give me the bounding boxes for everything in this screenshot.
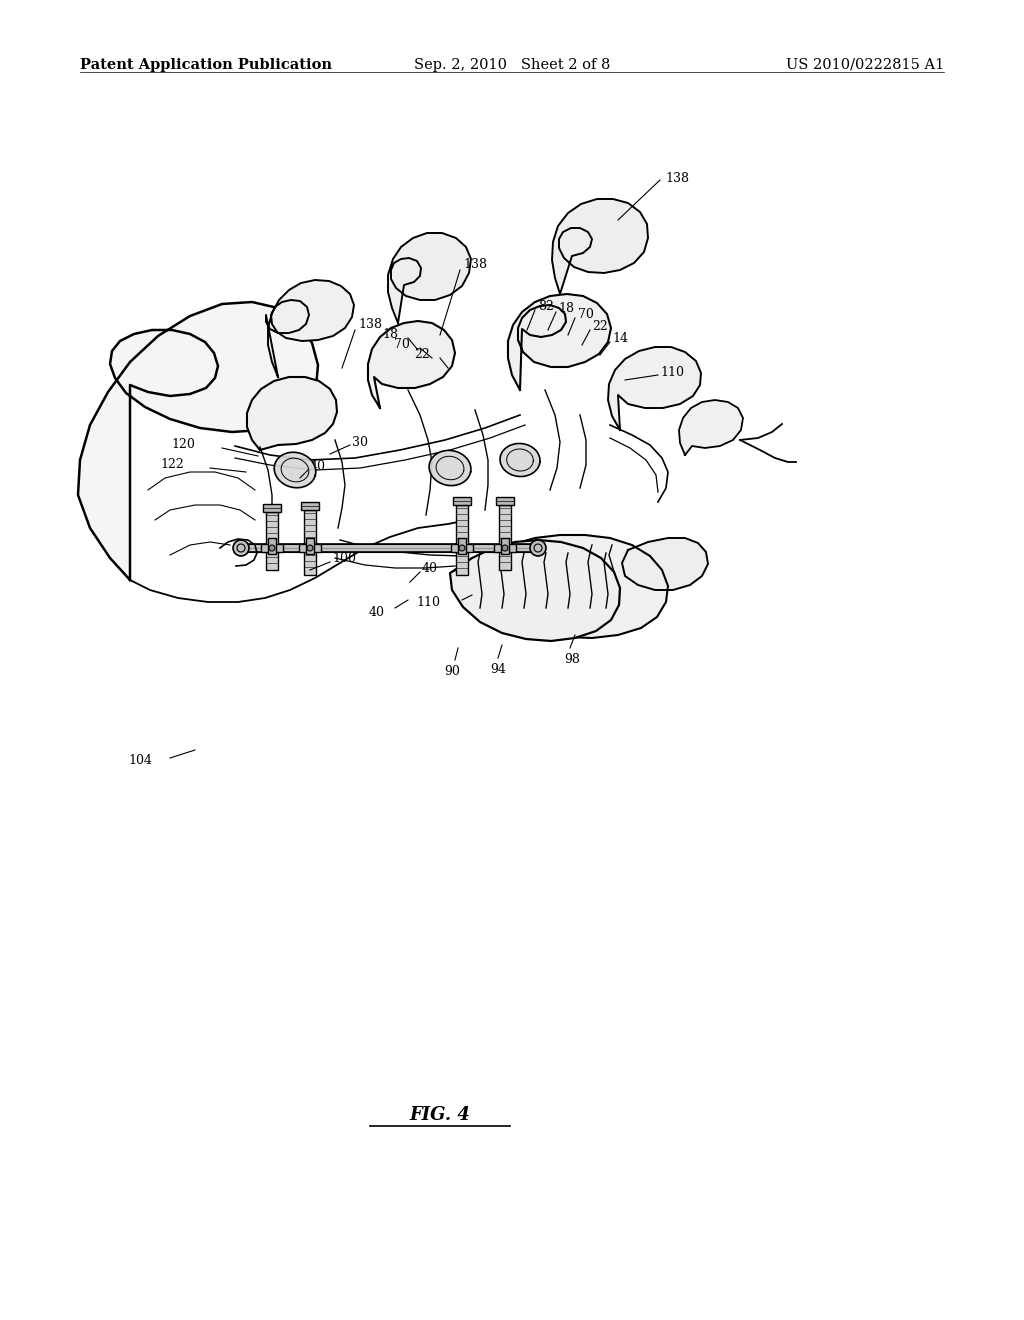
FancyBboxPatch shape bbox=[263, 504, 281, 512]
FancyBboxPatch shape bbox=[494, 544, 516, 552]
Text: 90: 90 bbox=[444, 665, 460, 678]
FancyBboxPatch shape bbox=[456, 506, 468, 576]
Text: Sep. 2, 2010   Sheet 2 of 8: Sep. 2, 2010 Sheet 2 of 8 bbox=[414, 58, 610, 73]
Polygon shape bbox=[679, 400, 743, 455]
Polygon shape bbox=[552, 199, 648, 294]
Text: 22: 22 bbox=[415, 347, 430, 360]
Text: 40: 40 bbox=[422, 561, 438, 574]
Polygon shape bbox=[429, 450, 471, 486]
FancyBboxPatch shape bbox=[304, 510, 316, 576]
Polygon shape bbox=[483, 535, 668, 638]
Text: 40: 40 bbox=[310, 459, 326, 473]
Text: 94: 94 bbox=[490, 663, 506, 676]
Polygon shape bbox=[78, 302, 318, 579]
Text: 98: 98 bbox=[564, 653, 580, 667]
Circle shape bbox=[269, 545, 275, 550]
FancyBboxPatch shape bbox=[501, 539, 509, 554]
Text: FIG. 4: FIG. 4 bbox=[410, 1106, 470, 1125]
Polygon shape bbox=[608, 347, 701, 430]
Circle shape bbox=[307, 545, 313, 550]
Circle shape bbox=[530, 540, 546, 556]
Text: 82: 82 bbox=[538, 300, 554, 313]
Polygon shape bbox=[388, 234, 471, 323]
Polygon shape bbox=[266, 280, 354, 378]
Text: 110: 110 bbox=[416, 597, 440, 610]
Polygon shape bbox=[508, 294, 611, 389]
FancyBboxPatch shape bbox=[268, 539, 276, 554]
Text: 138: 138 bbox=[463, 259, 487, 272]
Polygon shape bbox=[622, 539, 708, 590]
Circle shape bbox=[459, 545, 465, 550]
Text: 18: 18 bbox=[558, 301, 574, 314]
Text: 100: 100 bbox=[332, 552, 356, 565]
FancyBboxPatch shape bbox=[496, 498, 514, 506]
FancyBboxPatch shape bbox=[301, 502, 319, 510]
Text: 22: 22 bbox=[592, 319, 608, 333]
Text: 18: 18 bbox=[382, 327, 398, 341]
Polygon shape bbox=[450, 540, 620, 642]
Polygon shape bbox=[368, 321, 455, 408]
FancyBboxPatch shape bbox=[266, 512, 278, 570]
Polygon shape bbox=[247, 378, 337, 450]
Circle shape bbox=[502, 545, 508, 550]
FancyBboxPatch shape bbox=[261, 544, 283, 552]
Polygon shape bbox=[274, 453, 315, 488]
FancyBboxPatch shape bbox=[240, 544, 540, 552]
Text: 122: 122 bbox=[160, 458, 184, 471]
Text: 104: 104 bbox=[128, 754, 152, 767]
FancyBboxPatch shape bbox=[451, 544, 473, 552]
Text: 70: 70 bbox=[394, 338, 410, 351]
FancyBboxPatch shape bbox=[453, 498, 471, 506]
Polygon shape bbox=[500, 444, 540, 477]
FancyBboxPatch shape bbox=[306, 539, 314, 554]
Text: US 2010/0222815 A1: US 2010/0222815 A1 bbox=[785, 58, 944, 73]
Text: 40: 40 bbox=[369, 606, 385, 619]
FancyBboxPatch shape bbox=[299, 544, 321, 552]
Circle shape bbox=[233, 540, 249, 556]
Text: 138: 138 bbox=[358, 318, 382, 331]
Text: 138: 138 bbox=[665, 172, 689, 185]
Text: 70: 70 bbox=[578, 308, 594, 321]
Text: 120: 120 bbox=[171, 437, 195, 450]
FancyBboxPatch shape bbox=[499, 506, 511, 570]
Text: 110: 110 bbox=[660, 366, 684, 379]
Text: 14: 14 bbox=[612, 331, 628, 345]
FancyBboxPatch shape bbox=[458, 539, 466, 554]
Text: Patent Application Publication: Patent Application Publication bbox=[80, 58, 332, 73]
Text: 30: 30 bbox=[352, 436, 368, 449]
